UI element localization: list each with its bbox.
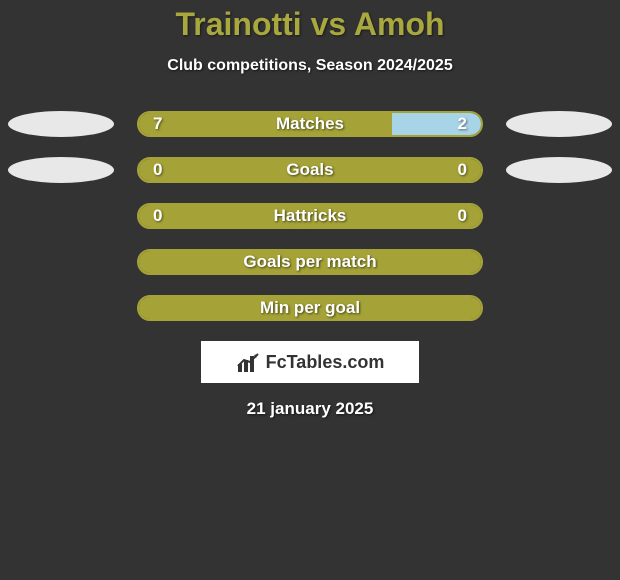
stats-list: Matches72 Goals00 Hattricks00 Goals per mat… <box>0 111 620 321</box>
stat-bar: Min per goal <box>137 295 483 321</box>
stat-row: Min per goal <box>0 295 620 321</box>
watermark: FcTables.com <box>201 341 419 383</box>
subtitle: Club competitions, Season 2024/2025 <box>0 57 620 75</box>
player2-oval <box>506 111 612 137</box>
player1-oval <box>8 157 114 183</box>
stat-bar: Hattricks00 <box>137 203 483 229</box>
bar-segment-left <box>139 205 481 227</box>
stat-bar: Matches72 <box>137 111 483 137</box>
stat-row: Goals per match <box>0 249 620 275</box>
stat-row: Hattricks00 <box>0 203 620 229</box>
player2-oval <box>506 157 612 183</box>
stat-row: Matches72 <box>0 111 620 137</box>
chart-icon <box>236 352 262 372</box>
watermark-text: FcTables.com <box>266 352 385 373</box>
stat-row: Goals00 <box>0 157 620 183</box>
stat-bar: Goals00 <box>137 157 483 183</box>
bar-segment-left <box>139 297 481 319</box>
comparison-card: Trainotti vs Amoh Club competitions, Sea… <box>0 0 620 580</box>
bar-segment-right <box>392 113 481 135</box>
bar-segment-left <box>139 251 481 273</box>
stat-bar: Goals per match <box>137 249 483 275</box>
date: 21 january 2025 <box>0 399 620 419</box>
player1-oval <box>8 111 114 137</box>
page-title: Trainotti vs Amoh <box>0 6 620 43</box>
player1-name: Trainotti <box>175 6 301 42</box>
bar-segment-left <box>139 113 392 135</box>
vs-text: vs <box>302 6 354 42</box>
player2-name: Amoh <box>354 6 445 42</box>
bar-segment-left <box>139 159 481 181</box>
